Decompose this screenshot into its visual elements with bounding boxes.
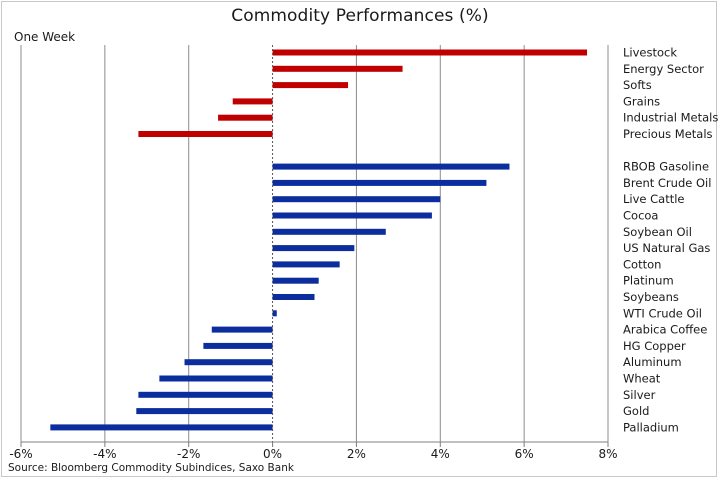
- bar-wti-crude-oil: [272, 310, 277, 317]
- category-label: Aluminum: [623, 355, 682, 369]
- x-tick-label: -6%: [9, 447, 32, 461]
- bar-arabica-coffee: [211, 326, 273, 333]
- x-tick-label: -4%: [93, 447, 116, 461]
- category-label: Cotton: [623, 257, 661, 271]
- bar-hg-copper: [203, 342, 273, 349]
- category-label: Live Cattle: [623, 192, 685, 206]
- chart-title: Commodity Performances (%): [231, 6, 489, 26]
- category-label: Arabica Coffee: [623, 323, 707, 337]
- bar-energy-sector: [272, 65, 403, 72]
- category-label: Brent Crude Oil: [623, 176, 711, 190]
- bar-industrial-metals: [218, 114, 273, 121]
- bar-live-cattle: [272, 196, 441, 203]
- category-label: US Natural Gas: [623, 241, 710, 255]
- category-label: Soybeans: [623, 290, 679, 304]
- bar-aluminum: [184, 359, 273, 366]
- category-label: Softs: [623, 78, 652, 92]
- bar-cotton: [272, 261, 340, 268]
- bar-palladium: [50, 424, 273, 431]
- x-tick-label: 6%: [515, 447, 534, 461]
- bar-softs: [272, 82, 349, 89]
- category-label: RBOB Gasoline: [623, 160, 709, 174]
- category-label: Precious Metals: [623, 127, 713, 141]
- bar-brent-crude-oil: [272, 179, 487, 186]
- category-label: Palladium: [623, 420, 679, 434]
- category-label: Platinum: [623, 274, 674, 288]
- category-label: Livestock: [623, 46, 677, 60]
- category-label: Energy Sector: [623, 62, 704, 76]
- bar-grains: [232, 98, 273, 105]
- bar-precious-metals: [138, 131, 273, 137]
- bar-soybean-oil: [272, 228, 386, 235]
- bar-wheat: [159, 375, 273, 382]
- category-label: WTI Crude Oil: [623, 306, 702, 320]
- category-label: Grains: [623, 94, 660, 108]
- x-tick-label: -2%: [177, 447, 200, 461]
- x-tick-label: 4%: [431, 447, 450, 461]
- category-label: Cocoa: [623, 209, 658, 223]
- bar-rbob-gasoline: [272, 163, 510, 170]
- chart-subtitle: One Week: [14, 30, 76, 44]
- category-label: Gold: [623, 404, 649, 418]
- x-tick-label: 0%: [263, 447, 282, 461]
- bar-silver: [138, 391, 273, 398]
- x-tick-label: 2%: [347, 447, 366, 461]
- category-label: Wheat: [623, 372, 661, 386]
- bar-us-natural-gas: [272, 245, 355, 252]
- bar-livestock: [272, 49, 588, 56]
- bar-gold: [136, 408, 273, 415]
- category-label: Soybean Oil: [623, 225, 692, 239]
- x-tick-label: 8%: [598, 447, 617, 461]
- category-label: Industrial Metals: [623, 111, 718, 125]
- category-label: Silver: [623, 388, 656, 402]
- chart-source: Source: Bloomberg Commodity Subindices, …: [8, 462, 294, 474]
- bar-platinum: [272, 277, 319, 284]
- bar-soybeans: [272, 294, 315, 300]
- category-label: HG Copper: [623, 339, 686, 353]
- bar-cocoa: [272, 212, 432, 219]
